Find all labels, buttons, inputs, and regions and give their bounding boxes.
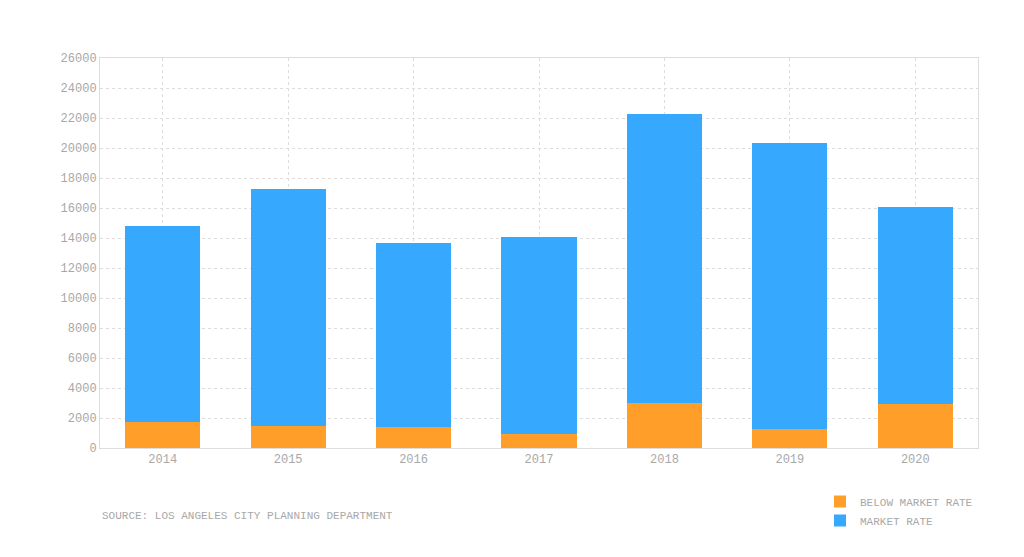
svg-text:2014: 2014 — [148, 453, 177, 467]
svg-text:MARKET RATE: MARKET RATE — [860, 516, 933, 528]
svg-text:22000: 22000 — [61, 112, 97, 126]
svg-text:12000: 12000 — [61, 262, 97, 276]
svg-text:2019: 2019 — [775, 453, 804, 467]
svg-text:2016: 2016 — [399, 453, 428, 467]
svg-text:16000: 16000 — [61, 202, 97, 216]
svg-text:SOURCE: LOS ANGELES CITY PLANN: SOURCE: LOS ANGELES CITY PLANNING DEPART… — [102, 510, 393, 522]
svg-text:2017: 2017 — [525, 453, 554, 467]
svg-text:26000: 26000 — [61, 52, 97, 66]
svg-text:4000: 4000 — [68, 382, 97, 396]
svg-text:24000: 24000 — [61, 82, 97, 96]
svg-text:2000: 2000 — [68, 412, 97, 426]
svg-text:8000: 8000 — [68, 322, 97, 336]
svg-text:6000: 6000 — [68, 352, 97, 366]
svg-text:18000: 18000 — [61, 172, 97, 186]
svg-text:BELOW MARKET RATE: BELOW MARKET RATE — [860, 497, 973, 509]
svg-text:20000: 20000 — [61, 142, 97, 156]
svg-text:0: 0 — [89, 442, 96, 456]
svg-text:2020: 2020 — [901, 453, 930, 467]
svg-text:10000: 10000 — [61, 292, 97, 306]
svg-text:14000: 14000 — [61, 232, 97, 246]
svg-text:2015: 2015 — [274, 453, 303, 467]
svg-text:2018: 2018 — [650, 453, 679, 467]
